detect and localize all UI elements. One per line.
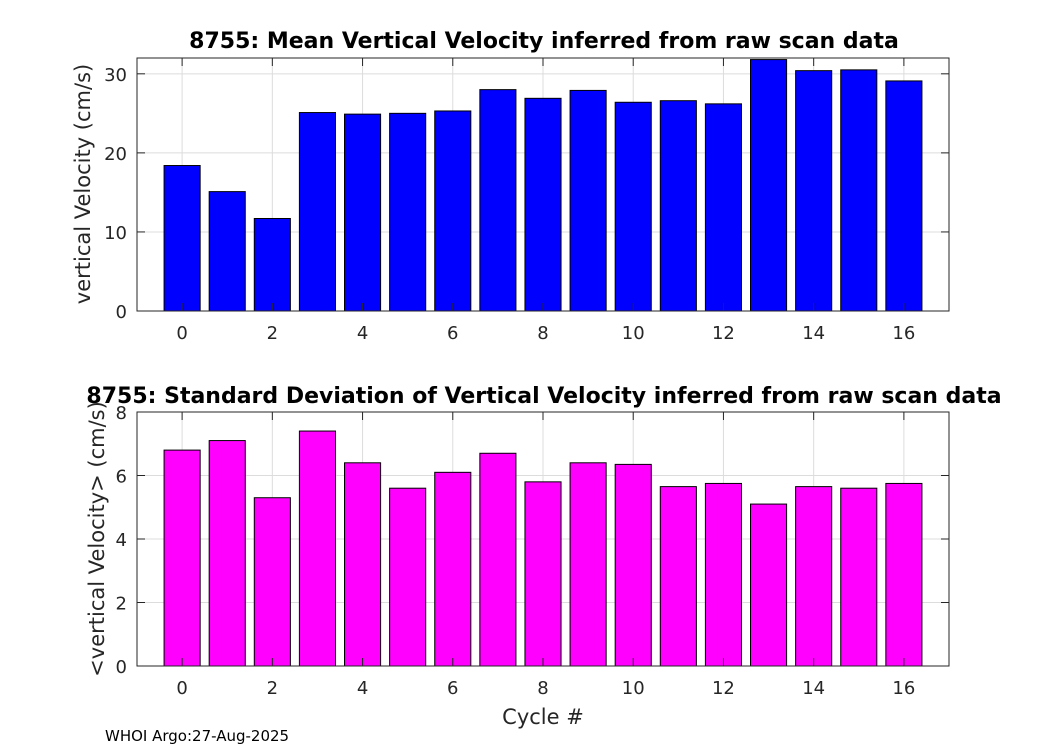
y-tick-label: 4 [116,530,127,551]
bar [569,89,607,312]
bars [163,59,923,312]
bar [253,217,291,312]
chart-title: 8755: Mean Vertical Velocity inferred fr… [189,29,899,54]
y-tick-label: 2 [116,594,127,615]
bar [163,449,201,667]
y-axis-label: vertical Velocity (cm/s) [71,64,95,304]
bar [389,112,427,312]
axes: 0 2 4 6 8 10 12 14 16 0 10 20 30 [104,57,950,344]
x-tick-label: 6 [447,323,458,344]
bar [524,481,562,667]
x-tick-label: 2 [267,323,278,344]
bar [208,191,246,312]
x-tick-label: 6 [447,678,458,699]
y-tick-label: 10 [104,223,127,244]
bar [795,70,833,312]
y-tick-label: 8 [116,403,127,424]
bar [524,97,562,312]
bar [885,80,923,312]
y-tick-label: 20 [104,144,127,165]
bar [704,103,742,312]
axes: 0 2 4 6 8 10 12 14 16 0 2 4 6 8 [116,403,950,699]
x-tick-label: 14 [802,678,825,699]
footer-credit: WHOI Argo:27-Aug-2025 [105,727,289,745]
bar [434,110,472,312]
x-tick-label: 8 [537,323,548,344]
bar [479,89,517,312]
bar [163,165,201,312]
bar [840,487,878,667]
y-tick-label: 0 [116,302,127,323]
y-tick-label: 0 [116,657,127,678]
bar [750,503,788,667]
y-axis-label: <vertical Velocity> (cm/s) [85,401,109,677]
x-tick-label: 8 [537,678,548,699]
x-tick-label: 12 [712,323,735,344]
bar [389,487,427,667]
x-axis-label: Cycle # [502,705,584,729]
x-tick-label: 10 [622,678,645,699]
bar [840,69,878,312]
bar [614,101,652,312]
bar [795,486,833,667]
x-tick-label: 14 [802,323,825,344]
bar [344,113,382,312]
bar [885,482,923,667]
bar [704,482,742,667]
y-tick-label: 6 [116,467,127,488]
x-tick-label: 0 [176,323,187,344]
chart-title: 8755: Standard Deviation of Vertical Vel… [86,384,1001,409]
bar [659,100,697,312]
bar [253,497,291,667]
x-tick-label: 10 [622,323,645,344]
bar [659,486,697,667]
mean-velocity-chart: 8755: Mean Vertical Velocity inferred fr… [71,29,950,344]
x-tick-label: 16 [892,323,915,344]
std-velocity-chart: 8755: Standard Deviation of Vertical Vel… [85,384,1002,729]
bar [750,59,788,312]
x-tick-label: 0 [176,678,187,699]
bar [569,462,607,667]
x-tick-label: 4 [357,323,368,344]
bar [298,112,336,312]
bar [298,430,336,667]
bar [479,452,517,667]
bar [208,440,246,667]
x-tick-label: 2 [267,678,278,699]
x-tick-label: 12 [712,678,735,699]
x-tick-label: 16 [892,678,915,699]
bar [344,462,382,667]
bar [434,471,472,667]
y-tick-label: 30 [104,65,127,86]
bar [614,463,652,667]
x-tick-label: 4 [357,678,368,699]
